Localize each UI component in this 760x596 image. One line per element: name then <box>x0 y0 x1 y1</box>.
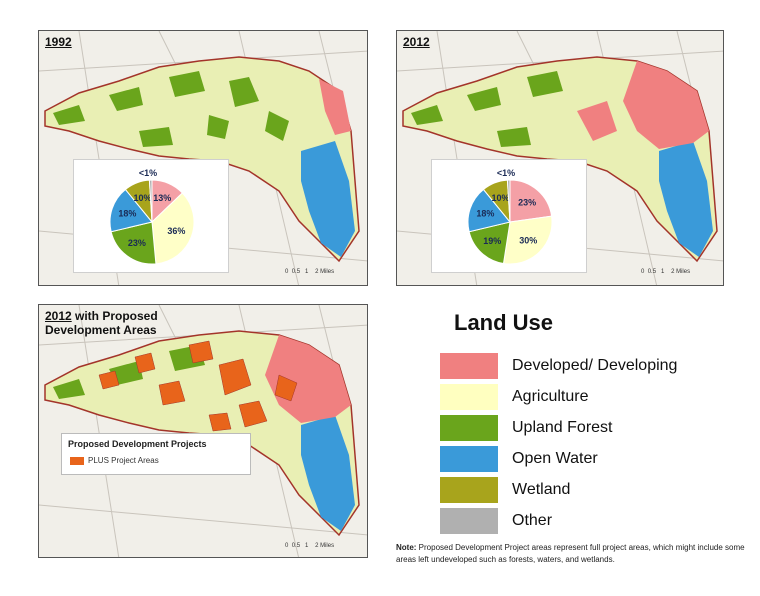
pie-slice <box>502 215 553 265</box>
proposed-development-legend: Proposed Development Projects PLUS Proje… <box>61 433 251 475</box>
scale-bar: 0 0.5 1 2 Miles <box>285 269 335 275</box>
legend-swatch <box>440 352 498 379</box>
pie-slice-label: <1% <box>139 168 157 178</box>
pie-slice <box>509 179 553 223</box>
panel-year-label: 2012 <box>403 35 430 49</box>
legend-label: Agriculture <box>512 387 589 405</box>
pie-chart-box-2012: 23% 30% 19% 18% 10% <1% <box>431 159 587 273</box>
legend-swatch <box>440 476 498 503</box>
land-use-legend: Land Use Developed/ Developing Agricultu… <box>440 310 740 536</box>
pie-slice-label: 36% <box>167 226 185 236</box>
scale-bar: 0 0.5 1 2 Miles <box>641 269 691 275</box>
pie-slice-label: 13% <box>153 193 171 203</box>
legend-swatch <box>440 507 498 534</box>
legend-item-wetland: Wetland <box>440 474 740 505</box>
developed-areas <box>265 335 351 423</box>
pie-slice <box>110 221 157 265</box>
pie-slice-label: 19% <box>483 236 501 246</box>
legend-title: Land Use <box>454 310 554 335</box>
map-panel-2012-proposed: 2012 with Proposed Development Areas Pro… <box>38 304 368 558</box>
pie-slice-label: 23% <box>518 197 536 207</box>
panel-year-suffix: with Proposed <box>75 309 158 323</box>
map-panel-1992: 1992 13% 36% 23% 18% 10% <1% 0 0.5 1 2 Miles <box>38 30 368 286</box>
legend-item-upland-forest: Upland Forest <box>440 412 740 443</box>
pie-slice-label: <1% <box>497 168 515 178</box>
footnote-text: Proposed Development Project areas repre… <box>396 543 745 564</box>
developed-areas <box>577 61 709 149</box>
open-water <box>301 415 355 531</box>
map-panel-2012: 2012 23% 30% 19% 18% 10% <1% 0 0.5 1 2 Miles <box>396 30 724 286</box>
pie-slice-label: 30% <box>519 236 537 246</box>
land-use-map-2012-proposed <box>39 305 367 557</box>
developed-areas <box>319 79 351 135</box>
legend-label: Upland Forest <box>512 418 613 436</box>
legend-label: Open Water <box>512 449 598 467</box>
legend-label: Other <box>512 511 553 529</box>
pie-slice-label: 10% <box>133 193 151 203</box>
proposed-legend-label: PLUS Project Areas <box>88 456 159 465</box>
panel-subtitle: Development Areas <box>45 323 157 337</box>
pie-chart-box-1992: 13% 36% 23% 18% 10% <1% <box>73 159 229 273</box>
forest-patches <box>411 71 563 147</box>
panel-year-label: 2012 <box>45 309 72 323</box>
open-water <box>659 141 713 257</box>
pie-slice <box>151 192 195 265</box>
pie-slice <box>148 179 153 223</box>
pie-slice <box>468 221 511 265</box>
pie-slice-label: 18% <box>476 209 494 219</box>
pie-slice-label: 18% <box>118 209 136 219</box>
pie-slice-label: 10% <box>491 193 509 203</box>
open-water <box>301 141 355 257</box>
panel-year-label: 1992 <box>45 35 72 49</box>
footnote: Note: Proposed Development Project areas… <box>396 542 746 566</box>
legend-item-agriculture: Agriculture <box>440 381 740 412</box>
pie-slice <box>506 179 511 223</box>
pie-slice-label: 23% <box>128 238 146 248</box>
footnote-label: Note: <box>396 543 417 552</box>
legend-label: Developed/ Developing <box>512 356 678 374</box>
pie-slice <box>109 188 153 233</box>
proposed-legend-swatch <box>70 457 84 465</box>
legend-label: Wetland <box>512 480 571 498</box>
proposed-legend-title: Proposed Development Projects <box>68 439 207 449</box>
scale-bar: 0 0.5 1 2 Miles <box>285 543 335 549</box>
legend-item-other: Other <box>440 505 740 536</box>
pie-chart-2012: 23% 30% 19% 18% 10% <1% <box>467 168 553 265</box>
proposed-project-areas <box>98 340 298 432</box>
forest-patches <box>53 345 205 399</box>
legend-swatch <box>440 414 498 441</box>
legend-swatch <box>440 383 498 410</box>
pie-chart-1992: 13% 36% 23% 18% 10% <1% <box>109 168 195 265</box>
legend-item-open-water: Open Water <box>440 443 740 474</box>
legend-swatch <box>440 445 498 472</box>
pie-slice <box>467 188 511 233</box>
legend-item-developed: Developed/ Developing <box>440 350 740 381</box>
